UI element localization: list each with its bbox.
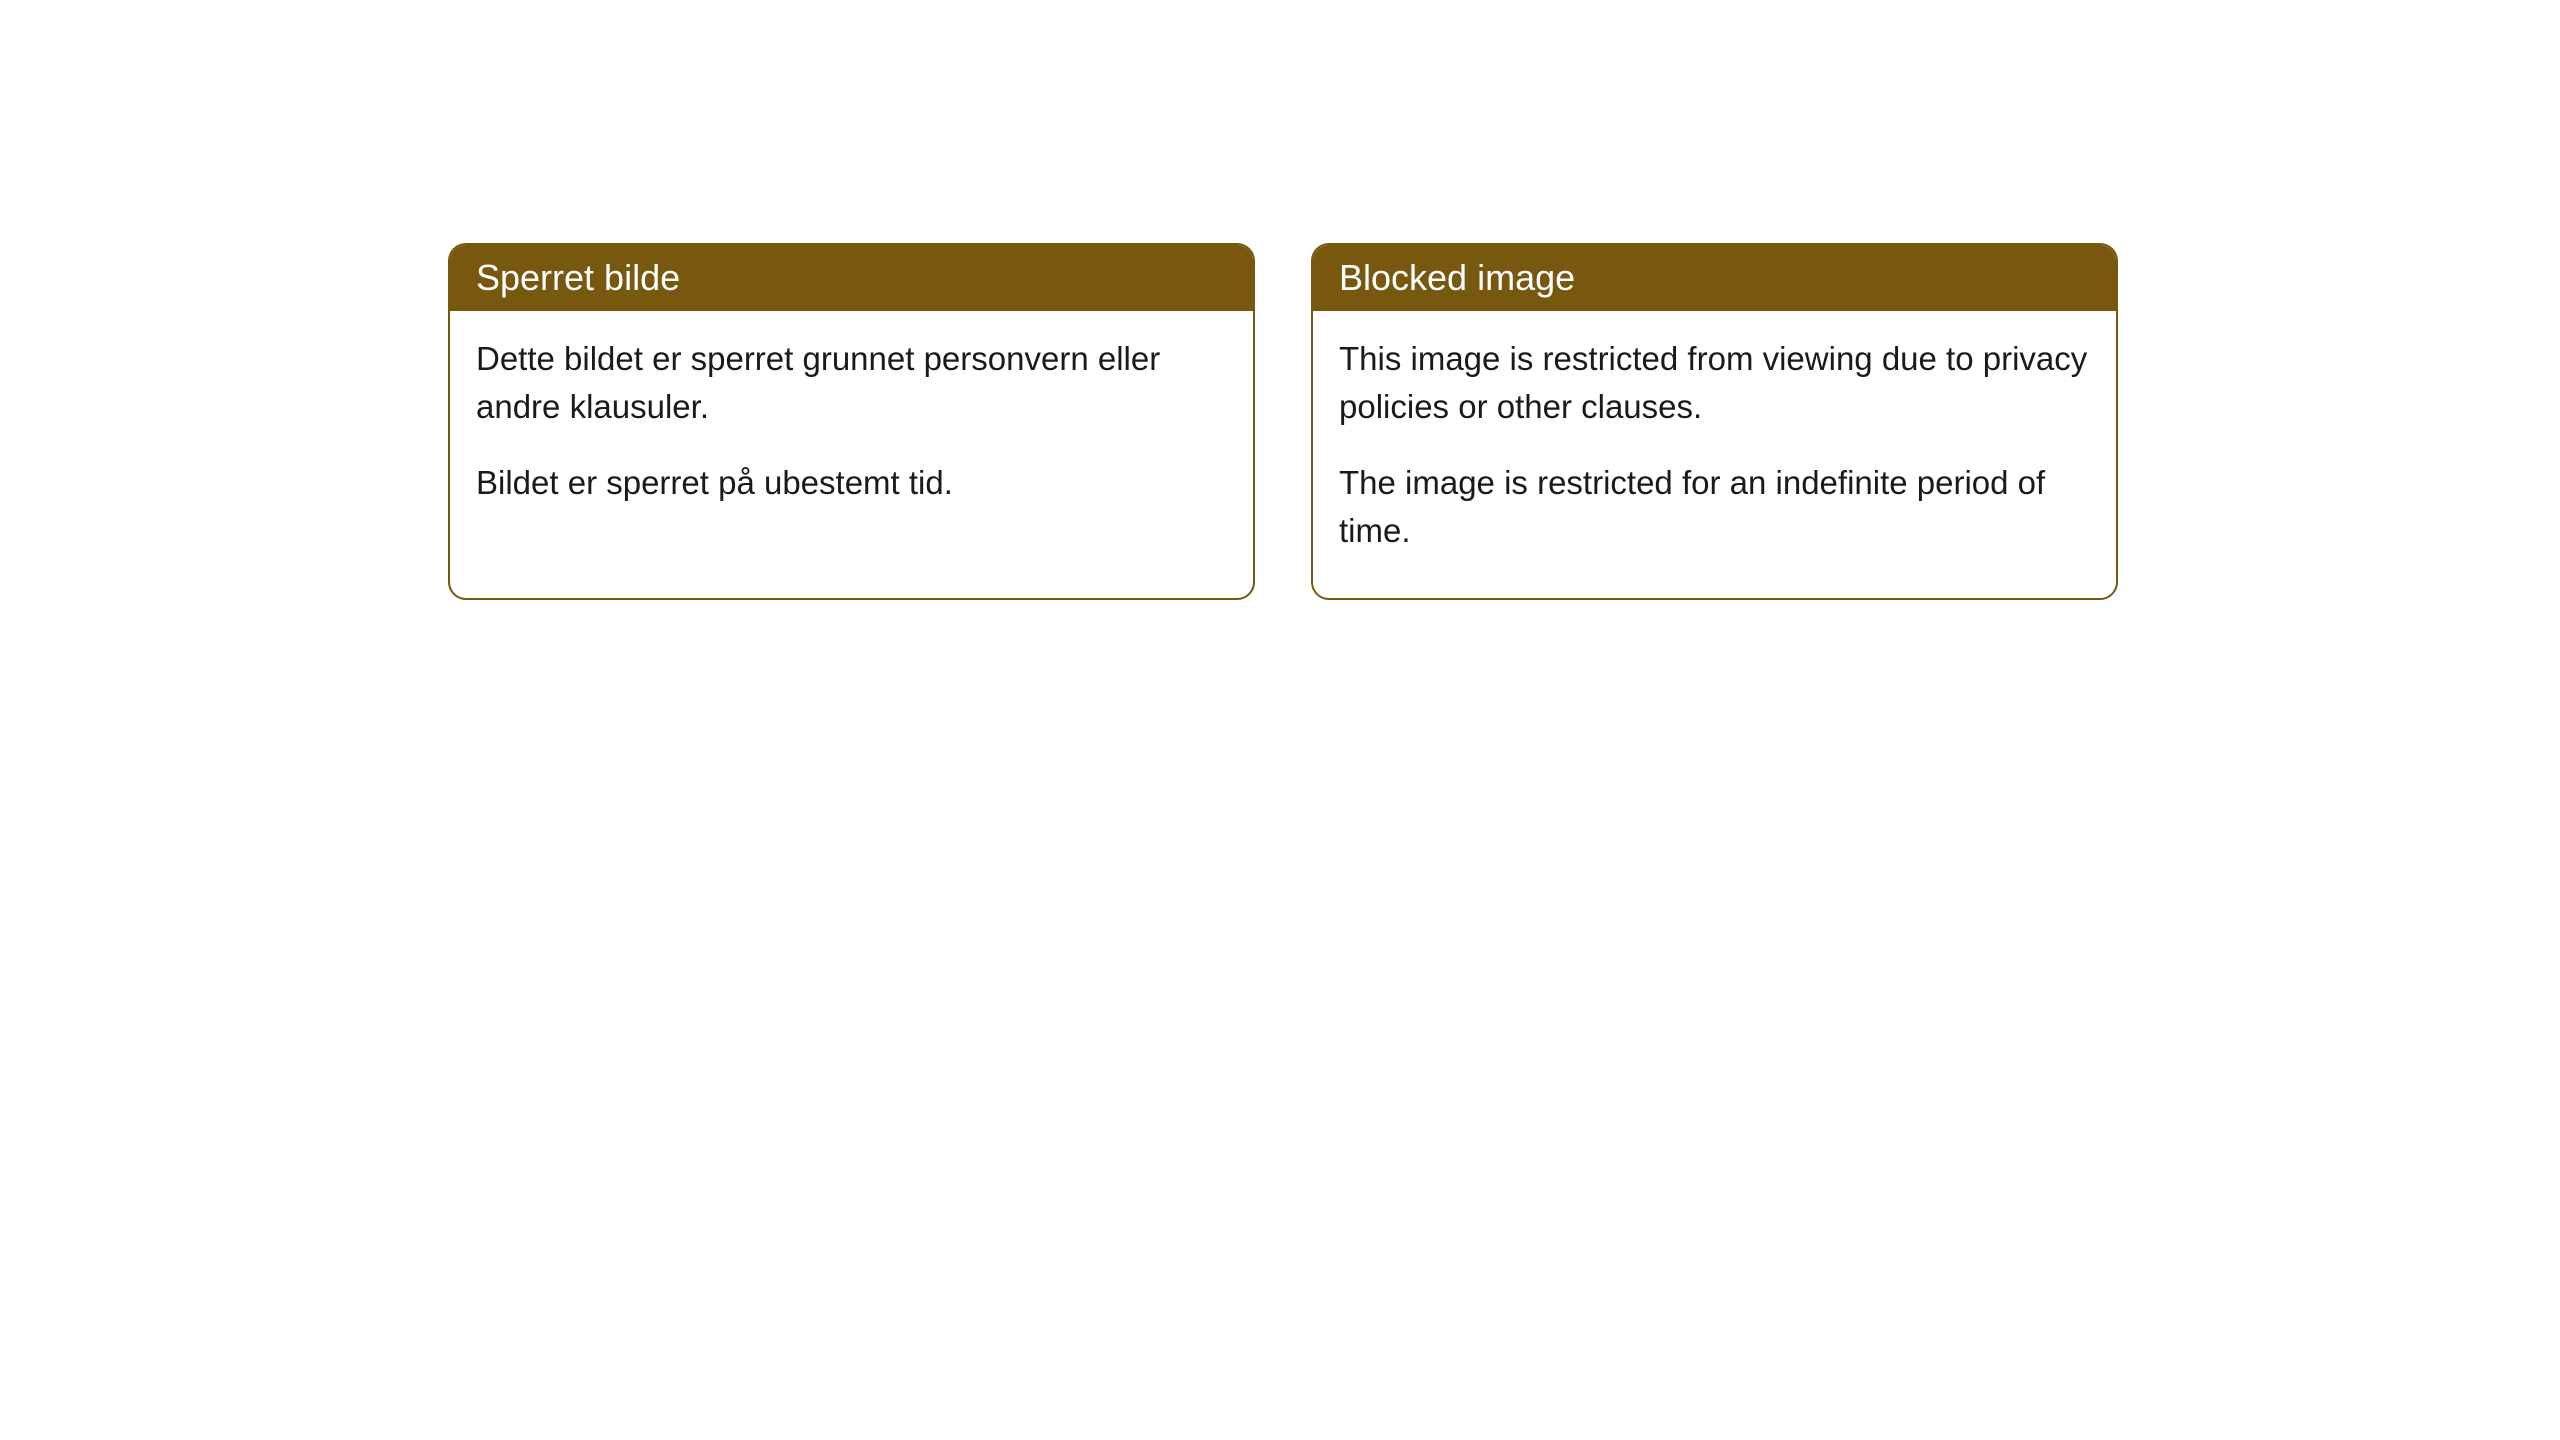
card-paragraph: Dette bildet er sperret grunnet personve… [476,335,1227,431]
card-paragraph: This image is restricted from viewing du… [1339,335,2090,431]
card-header: Blocked image [1313,245,2116,311]
card-title: Sperret bilde [476,257,680,298]
card-paragraph: The image is restricted for an indefinit… [1339,459,2090,555]
card-body: Dette bildet er sperret grunnet personve… [450,311,1253,551]
card-header: Sperret bilde [450,245,1253,311]
notice-card-english: Blocked image This image is restricted f… [1311,243,2118,600]
card-paragraph: Bildet er sperret på ubestemt tid. [476,459,1227,507]
card-title: Blocked image [1339,257,1575,298]
notice-cards-container: Sperret bilde Dette bildet er sperret gr… [448,243,2118,600]
notice-card-norwegian: Sperret bilde Dette bildet er sperret gr… [448,243,1255,600]
card-body: This image is restricted from viewing du… [1313,311,2116,598]
